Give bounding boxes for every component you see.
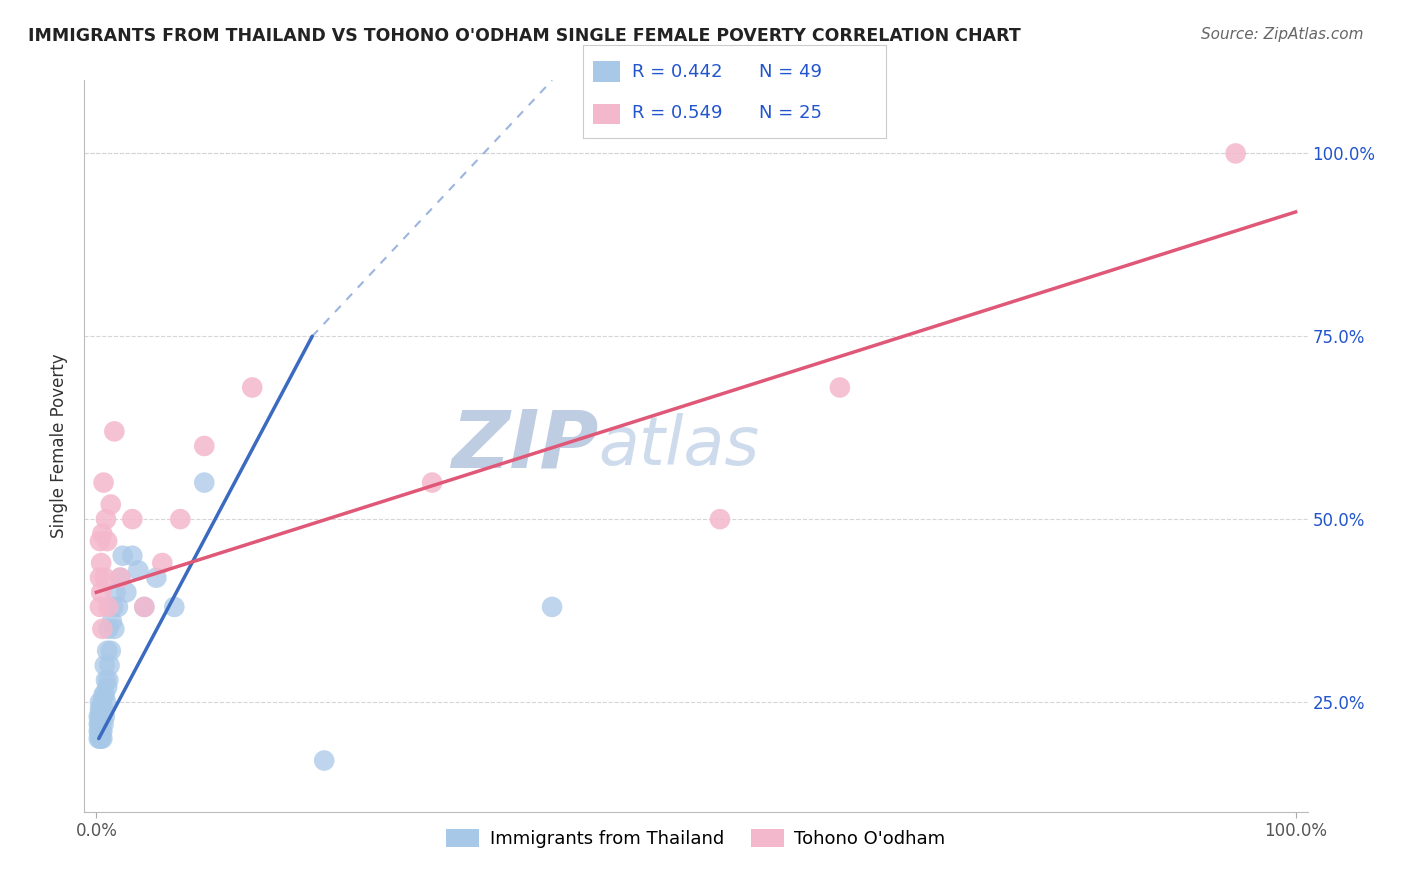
Point (89, 571, 111, 585)
Point (87, 709, 110, 723)
Point (89, 709, 111, 723)
FancyBboxPatch shape (592, 62, 620, 82)
Point (89, 599, 111, 614)
Point (97, 622, 120, 636)
Point (93, 688, 117, 702)
Point (90, 717, 112, 731)
Point (121, 549, 143, 563)
Point (97, 599, 120, 614)
Text: R = 0.442: R = 0.442 (631, 62, 723, 81)
Point (110, 571, 132, 585)
Point (90, 724, 112, 739)
Point (94, 512, 117, 526)
Y-axis label: Single Female Poverty: Single Female Poverty (51, 354, 69, 538)
Point (98, 658, 121, 673)
Point (93, 658, 117, 673)
Text: ZIP: ZIP (451, 407, 598, 485)
Point (94, 673, 117, 687)
Point (89, 534, 111, 549)
Point (121, 512, 143, 526)
Point (91, 709, 114, 723)
Point (193, 475, 215, 490)
Point (96, 644, 118, 658)
Point (89, 731, 111, 746)
Point (240, 380, 263, 394)
Point (134, 599, 156, 614)
Point (1225, 146, 1247, 161)
Point (101, 599, 124, 614)
Point (314, 754, 336, 768)
Point (93, 717, 115, 731)
Point (90, 585, 112, 599)
Point (89, 695, 111, 709)
Point (101, 615, 124, 629)
Point (90, 731, 112, 746)
Point (89, 717, 111, 731)
Point (100, 498, 122, 512)
Point (90, 702, 112, 716)
Point (107, 599, 129, 614)
Point (150, 556, 173, 570)
Point (111, 549, 134, 563)
Point (91, 622, 114, 636)
Point (96, 681, 118, 695)
Point (97, 673, 120, 687)
Point (87, 724, 110, 739)
Text: IMMIGRANTS FROM THAILAND VS TOHONO O'ODHAM SINGLE FEMALE POVERTY CORRELATION CHA: IMMIGRANTS FROM THAILAND VS TOHONO O'ODH… (28, 27, 1021, 45)
Point (163, 599, 186, 614)
Point (87, 731, 110, 746)
Point (169, 512, 191, 526)
Text: Source: ZipAtlas.com: Source: ZipAtlas.com (1201, 27, 1364, 42)
Point (93, 709, 117, 723)
Point (91, 724, 114, 739)
Text: N = 49: N = 49 (759, 62, 823, 81)
Text: R = 0.549: R = 0.549 (631, 104, 723, 122)
Point (90, 556, 112, 570)
Point (541, 599, 564, 614)
Point (103, 425, 125, 439)
Point (91, 526, 114, 541)
Point (91, 731, 114, 746)
Point (709, 512, 731, 526)
Point (90, 709, 112, 723)
Legend: Immigrants from Thailand, Tohono O'odham: Immigrants from Thailand, Tohono O'odham (439, 822, 953, 855)
Point (96, 534, 118, 549)
Point (93, 688, 115, 702)
Point (104, 585, 127, 599)
Point (127, 563, 149, 577)
Point (89, 724, 111, 739)
Point (94, 695, 117, 709)
Point (103, 622, 125, 636)
Point (110, 571, 132, 585)
Point (100, 644, 122, 658)
Text: N = 25: N = 25 (759, 104, 823, 122)
Point (89, 702, 111, 716)
Point (145, 571, 167, 585)
Point (93, 475, 115, 490)
FancyBboxPatch shape (592, 103, 620, 124)
Point (134, 599, 156, 614)
Point (87, 717, 110, 731)
Point (828, 380, 851, 394)
Point (115, 585, 138, 599)
Point (420, 475, 443, 490)
Text: atlas: atlas (598, 413, 759, 479)
Point (193, 439, 215, 453)
Point (91, 695, 114, 709)
Point (93, 571, 117, 585)
Point (93, 702, 115, 716)
